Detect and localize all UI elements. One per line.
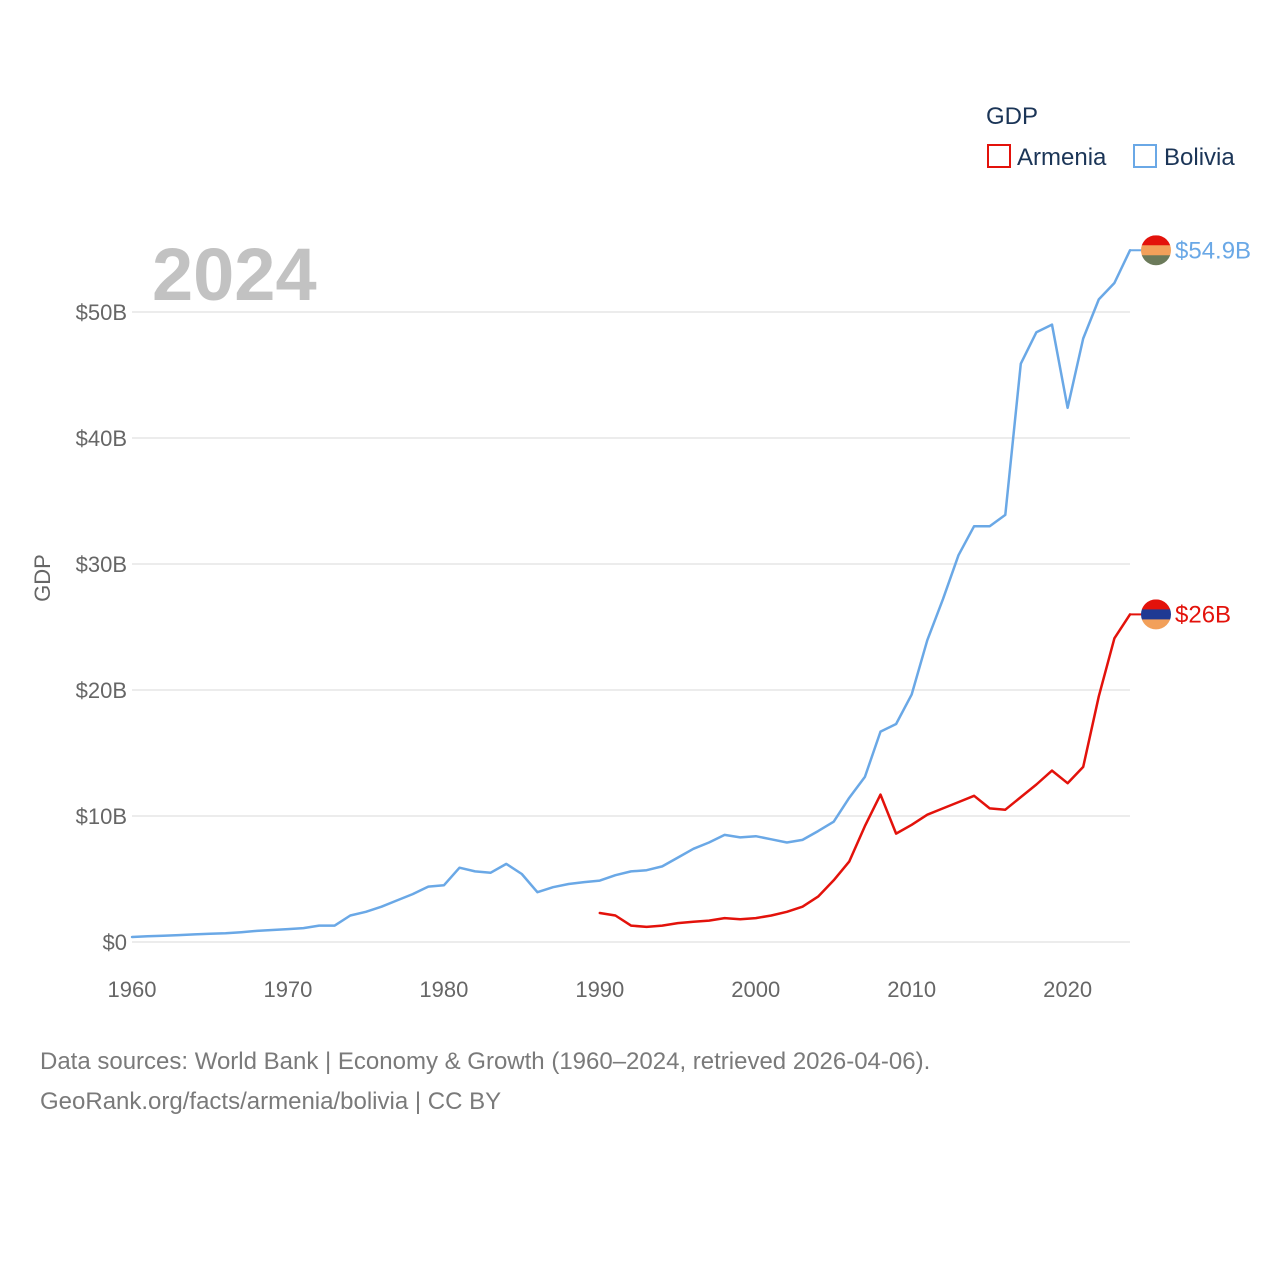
y-axis-title: GDP [30, 554, 55, 602]
x-tick-label: 1980 [419, 977, 468, 1002]
x-axis-ticks: 1960 1970 1980 1990 2000 2010 2020 [108, 977, 1093, 1002]
year-label: 2024 [152, 233, 317, 316]
y-tick-label: $10B [76, 804, 127, 829]
legend-title: GDP [986, 103, 1038, 130]
x-tick-label: 1970 [263, 977, 312, 1002]
footer-attribution: GeoRank.org/facts/armenia/bolivia | CC B… [40, 1088, 502, 1115]
end-value-label-bolivia: $54.9B [1175, 237, 1251, 264]
x-tick-label: 1990 [575, 977, 624, 1002]
series-line-armenia[interactable] [598, 613, 1132, 929]
flag-band [1141, 245, 1171, 256]
y-tick-label: $0 [103, 930, 127, 955]
flag-band [1141, 619, 1171, 630]
flag-band [1141, 609, 1171, 620]
legend: GDP Armenia Bolivia [986, 103, 1235, 171]
y-tick-label: $30B [76, 552, 127, 577]
flag-band [1141, 599, 1171, 610]
footer: Data sources: World Bank | Economy & Gro… [40, 1042, 930, 1122]
end-labels: $26B $54.9B [1130, 235, 1251, 630]
flag-band [1141, 255, 1171, 266]
x-tick-label: 1960 [108, 977, 157, 1002]
y-axis-ticks: $0 $10B $20B $30B $40B $50B [76, 300, 127, 955]
x-tick-label: 2000 [731, 977, 780, 1002]
y-tick-label: $50B [76, 300, 127, 325]
legend-swatch-bolivia[interactable] [1133, 144, 1157, 168]
flag-band [1141, 235, 1171, 246]
gdp-chart: $0 $10B $20B $30B $40B $50B 1960 1970 1980 1990 2… [30, 103, 1251, 1002]
y-tick-label: $40B [76, 426, 127, 451]
footer-sources: Data sources: World Bank | Economy & Gro… [40, 1048, 931, 1075]
y-tick-label: $20B [76, 678, 127, 703]
legend-swatch-armenia[interactable] [987, 144, 1011, 168]
flag-marker-bolivia [1141, 235, 1171, 266]
end-value-label-armenia: $26B [1175, 601, 1231, 628]
legend-label-armenia[interactable]: Armenia [1017, 144, 1107, 171]
x-tick-label: 2010 [887, 977, 936, 1002]
x-tick-label: 2020 [1043, 977, 1092, 1002]
series-line-bolivia[interactable] [130, 249, 1132, 939]
flag-marker-armenia [1141, 599, 1171, 630]
grid-layer [132, 311, 1130, 943]
legend-label-bolivia[interactable]: Bolivia [1164, 144, 1235, 171]
series-layer [130, 249, 1132, 939]
